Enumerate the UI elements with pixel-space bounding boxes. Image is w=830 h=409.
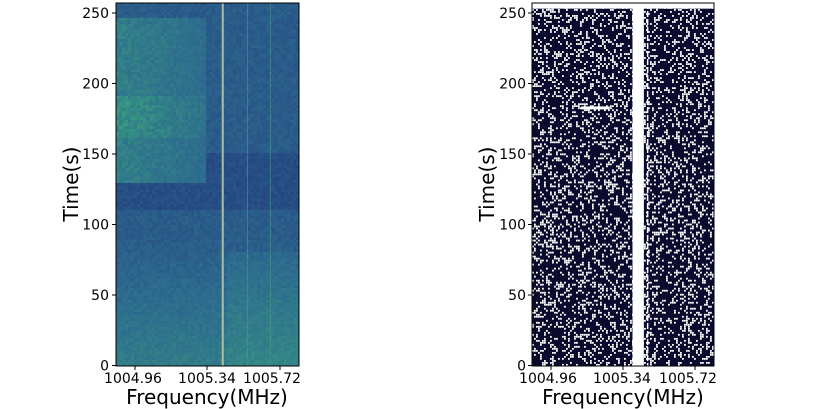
left-x-axis-label: Frequency(MHz)	[126, 385, 288, 409]
right-white-streak	[581, 106, 610, 110]
right-x-ticks: 1004.96 1005.34 1005.72	[519, 366, 717, 387]
right-x-tick-label: 1004.96	[519, 371, 577, 387]
right-white-top-row	[532, 3, 714, 9]
left-x-tick-label: 1005.72	[243, 371, 301, 387]
right-y-tick-label: 250	[499, 6, 526, 22]
left-y-tick-label: 200	[82, 77, 109, 93]
right-y-tick-label: 50	[508, 288, 526, 304]
left-x-tick-label: 1005.34	[178, 371, 236, 387]
left-heatmap	[116, 3, 300, 367]
right-x-tick-label: 1005.72	[659, 371, 717, 387]
left-y-tick-label: 250	[82, 6, 109, 22]
right-heatmap	[532, 3, 714, 366]
left-y-tick-label: 0	[100, 359, 109, 375]
right-y-tick-label: 200	[499, 77, 526, 93]
left-x-tick-label: 1004.96	[104, 371, 162, 387]
right-white-column	[632, 3, 644, 366]
left-y-axis-label: Time(s)	[59, 147, 83, 223]
right-x-tick-label: 1005.34	[593, 371, 651, 387]
left-y-ticks: 0 50 100 150 200 250	[82, 6, 116, 375]
right-y-tick-label: 0	[517, 359, 526, 375]
left-y-tick-label: 100	[82, 218, 109, 234]
right-x-axis-label: Frequency(MHz)	[542, 385, 704, 409]
right-y-axis-label: Time(s)	[475, 147, 499, 223]
right-y-tick-label: 100	[499, 218, 526, 234]
left-panel: 0 50 100 150 200 250 1004.96 1005.34 100…	[59, 2, 301, 409]
right-panel: 0 50 100 150 200 250 1004.96 1005.34 100…	[475, 2, 717, 409]
left-x-ticks: 1004.96 1005.34 1005.72	[104, 366, 301, 387]
left-y-tick-label: 150	[82, 147, 109, 163]
right-y-ticks: 0 50 100 150 200 250	[499, 6, 532, 375]
left-y-tick-label: 50	[91, 288, 109, 304]
right-y-tick-label: 150	[499, 147, 526, 163]
